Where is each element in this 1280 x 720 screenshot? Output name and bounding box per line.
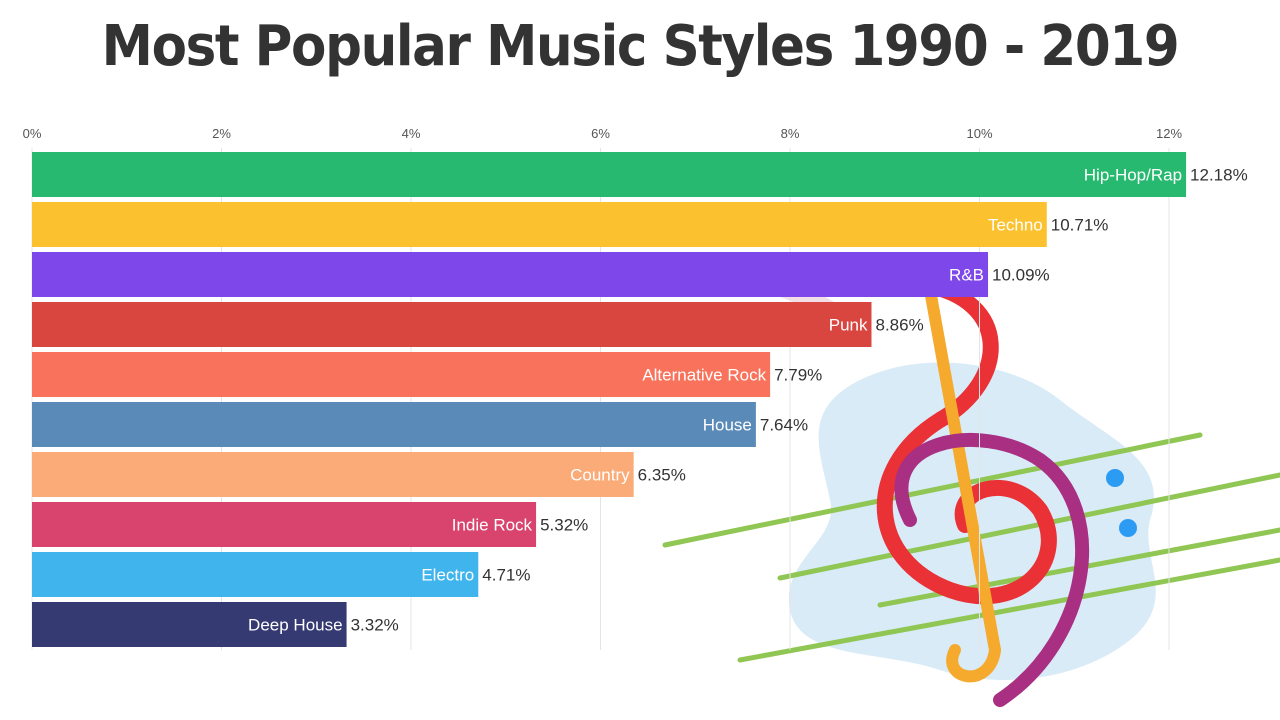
x-tick-label: 2% <box>212 126 231 141</box>
bar-category-label: Techno <box>988 216 1043 235</box>
x-tick-label: 0% <box>23 126 42 141</box>
bar-value-label: 4.71% <box>482 566 530 585</box>
bar <box>32 152 1187 197</box>
bar-value-label: 12.18% <box>1190 166 1248 185</box>
x-tick-label: 4% <box>402 126 421 141</box>
bar-value-label: 5.32% <box>540 516 588 535</box>
chart-bars: Hip-Hop/Rap 12.18% Techno 10.71% R&B 10.09% Pu… <box>32 152 1248 647</box>
bar <box>32 552 479 597</box>
bar-value-label: 7.64% <box>760 416 808 435</box>
bar <box>32 352 771 397</box>
bar-category-label: Electro <box>421 566 474 585</box>
bar-category-label: Deep House <box>248 616 343 635</box>
bar-value-label: 7.79% <box>774 366 822 385</box>
bar-value-label: 10.71% <box>1051 216 1109 235</box>
bar-value-label: 8.86% <box>875 316 923 335</box>
bar <box>32 452 634 497</box>
bar-category-label: Country <box>570 466 630 485</box>
bar-value-label: 10.09% <box>992 266 1050 285</box>
bar <box>32 602 347 647</box>
x-tick-label: 6% <box>591 126 610 141</box>
bar <box>32 502 537 547</box>
bar-category-label: Punk <box>829 316 868 335</box>
bar-value-label: 3.32% <box>351 616 399 635</box>
x-axis-ticks: 0% 2% 4% 6% 8% 10% 12% <box>23 126 1183 141</box>
bar <box>32 252 989 297</box>
bar-category-label: Alternative Rock <box>642 366 766 385</box>
bar-category-label: R&B <box>949 266 984 285</box>
bar-category-label: Hip-Hop/Rap <box>1084 166 1182 185</box>
bar-category-label: House <box>703 416 752 435</box>
bar-value-label: 6.35% <box>638 466 686 485</box>
x-tick-label: 12% <box>1156 126 1182 141</box>
bar <box>32 302 872 347</box>
bar-category-label: Indie Rock <box>452 516 533 535</box>
bar <box>32 402 756 447</box>
x-tick-label: 8% <box>781 126 800 141</box>
x-tick-label: 10% <box>966 126 992 141</box>
chart-title: Most Popular Music Styles 1990 - 2019 <box>101 14 1180 79</box>
bar <box>32 202 1047 247</box>
